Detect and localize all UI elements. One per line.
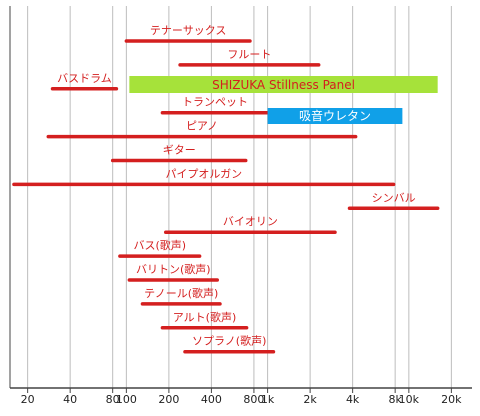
instrument-range: テナーサックス xyxy=(124,24,252,43)
x-tick-label: 1k xyxy=(261,393,275,406)
absorption-band: SHIZUKA Stillness Panel xyxy=(129,76,438,93)
instrument-range: シンバル xyxy=(347,191,440,211)
instrument-label: テノール(歌声) xyxy=(144,286,218,300)
x-tick-label: 20k xyxy=(441,393,462,406)
instrument-label: テナーサックス xyxy=(150,24,226,37)
instrument-label: シンバル xyxy=(372,191,416,204)
instrument-range: バリトン(歌声) xyxy=(127,262,219,282)
x-tick-label: 8k xyxy=(388,393,402,406)
instrument-range: トランペット xyxy=(160,96,270,115)
instrument-label: ソプラノ(歌声) xyxy=(192,334,266,348)
x-tick-label: 200 xyxy=(158,393,179,406)
instrument-label: トランペット xyxy=(182,96,248,109)
instrument-range: バスドラム xyxy=(50,72,119,91)
band-label: SHIZUKA Stillness Panel xyxy=(212,78,355,92)
instrument-label: ピアノ xyxy=(186,120,218,133)
band-rect xyxy=(129,76,438,93)
x-tick-label: 2k xyxy=(303,393,317,406)
instrument-range: ギター xyxy=(110,144,248,163)
instrument-range: バイオリン xyxy=(163,215,337,234)
bar-layer: テナーサックスフルートバスドラムトランペットピアノギターパイプオルガンシンバルバ… xyxy=(12,24,440,354)
x-tick-label: 4k xyxy=(346,393,360,406)
x-tick-label: 40 xyxy=(63,393,77,406)
instrument-label: バイオリン xyxy=(223,215,278,228)
instrument-label: バス(歌声) xyxy=(133,238,186,252)
instrument-range: ソプラノ(歌声) xyxy=(183,334,276,354)
instrument-range: アルト(歌声) xyxy=(160,310,249,330)
instrument-range: パイプオルガン xyxy=(12,167,396,187)
instrument-label: フルート xyxy=(227,48,271,61)
band-rect xyxy=(267,108,403,124)
instrument-label: バリトン(歌声) xyxy=(136,262,211,276)
instrument-range: バス(歌声) xyxy=(118,238,202,258)
instrument-range: フルート xyxy=(178,48,321,67)
absorption-band: 吸音ウレタン xyxy=(267,108,403,124)
instrument-label: アルト(歌声) xyxy=(173,310,236,324)
x-tick-label: 800 xyxy=(243,393,264,406)
band-label: 吸音ウレタン xyxy=(299,108,371,123)
instrument-label: ギター xyxy=(163,144,196,157)
grid-layer xyxy=(9,6,452,388)
band-layer: SHIZUKA Stillness Panel 吸音ウレタン xyxy=(129,76,438,124)
x-tick-label: 10k xyxy=(399,393,420,406)
x-tick-label: 400 xyxy=(201,393,222,406)
instrument-range: テノール(歌声) xyxy=(140,286,222,306)
x-tick-label: 20 xyxy=(21,393,35,406)
instrument-range: ピアノ xyxy=(46,120,358,139)
x-tick-label: 100 xyxy=(116,393,137,406)
instrument-label: パイプオルガン xyxy=(165,167,242,180)
x-tick-label: 80 xyxy=(106,393,120,406)
instrument-label: バスドラム xyxy=(57,72,112,85)
